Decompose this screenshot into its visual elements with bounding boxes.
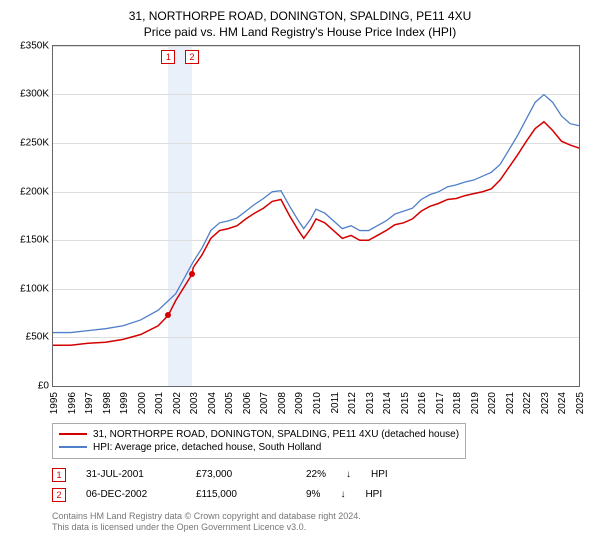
y-axis-tick: £200K [20,186,49,197]
x-axis-tick: 2017 [435,392,446,414]
y-axis-tick: £300K [20,89,49,100]
x-axis-tick: 2014 [382,392,393,414]
event-row: 2 06-DEC-2002 £115,000 9% ↓ HPI [52,485,590,505]
x-axis-tick: 2025 [575,392,586,414]
chart-subtitle: Price paid vs. HM Land Registry's House … [10,25,590,39]
x-axis-tick: 1997 [84,392,95,414]
plot-event-marker-1: 1 [161,50,175,64]
plot-event-dot-1 [165,312,171,318]
x-axis-tick: 2005 [224,392,235,414]
y-axis-tick: £0 [38,380,49,391]
legend-label: HPI: Average price, detached house, Sout… [93,442,321,453]
down-arrow-icon: ↓ [340,489,345,500]
plot-event-dot-2 [189,271,195,277]
event-vs: HPI [371,469,388,480]
x-axis-tick: 2008 [277,392,288,414]
legend-swatch-hpi [59,446,87,448]
down-arrow-icon: ↓ [346,469,351,480]
chart-title: 31, NORTHORPE ROAD, DONINGTON, SPALDING,… [10,8,590,25]
x-axis-tick: 2002 [172,392,183,414]
series-hpi [53,94,579,332]
x-axis-tick: 2021 [505,392,516,414]
event-date: 06-DEC-2002 [86,489,176,500]
event-pct: 9% [306,489,320,500]
series-property [53,122,579,345]
event-row: 1 31-JUL-2001 £73,000 22% ↓ HPI [52,465,590,485]
event-marker-1: 1 [52,468,66,482]
footer-line: This data is licensed under the Open Gov… [52,522,590,534]
y-axis-tick: £250K [20,137,49,148]
x-axis-tick: 2016 [417,392,428,414]
series-lines [53,46,579,386]
x-axis-tick: 2013 [365,392,376,414]
x-axis-tick: 2020 [487,392,498,414]
event-marker-2: 2 [52,488,66,502]
footer-line: Contains HM Land Registry data © Crown c… [52,511,590,523]
x-axis-tick: 2001 [154,392,165,414]
x-axis-tick: 2006 [242,392,253,414]
x-axis-tick: 2022 [522,392,533,414]
y-axis-tick: £50K [26,332,49,343]
event-price: £73,000 [196,469,286,480]
x-axis-tick: 2023 [540,392,551,414]
event-pct: 22% [306,469,326,480]
x-axis-tick: 2004 [207,392,218,414]
legend-swatch-property [59,433,87,435]
legend-label: 31, NORTHORPE ROAD, DONINGTON, SPALDING,… [93,429,459,440]
legend-item: HPI: Average price, detached house, Sout… [59,441,459,454]
legend-item: 31, NORTHORPE ROAD, DONINGTON, SPALDING,… [59,428,459,441]
events-table: 1 31-JUL-2001 £73,000 22% ↓ HPI 2 06-DEC… [52,465,590,505]
x-axis-tick: 2024 [557,392,568,414]
x-axis-tick: 2012 [347,392,358,414]
x-axis-tick: 2010 [312,392,323,414]
legend: 31, NORTHORPE ROAD, DONINGTON, SPALDING,… [52,423,466,459]
plot-area: £0£50K£100K£150K£200K£250K£300K£350K1995… [52,45,580,387]
event-price: £115,000 [196,489,286,500]
x-axis-tick: 1996 [67,392,78,414]
x-axis-tick: 2003 [189,392,200,414]
x-axis-tick: 2018 [452,392,463,414]
event-date: 31-JUL-2001 [86,469,176,480]
x-axis-tick: 2015 [400,392,411,414]
footer: Contains HM Land Registry data © Crown c… [52,511,590,534]
x-axis-tick: 2007 [259,392,270,414]
x-axis-tick: 2019 [470,392,481,414]
chart-container: 31, NORTHORPE ROAD, DONINGTON, SPALDING,… [0,0,600,538]
x-axis-tick: 2011 [330,392,341,414]
x-axis-tick: 1999 [119,392,130,414]
x-axis-tick: 2000 [137,392,148,414]
plot-event-marker-2: 2 [185,50,199,64]
x-axis-tick: 1995 [49,392,60,414]
y-axis-tick: £100K [20,283,49,294]
x-axis-tick: 2009 [294,392,305,414]
y-axis-tick: £350K [20,40,49,51]
x-axis-tick: 1998 [102,392,113,414]
y-axis-tick: £150K [20,235,49,246]
event-vs: HPI [365,489,382,500]
